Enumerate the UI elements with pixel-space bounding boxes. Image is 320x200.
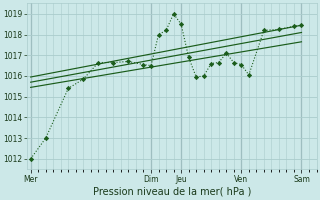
X-axis label: Pression niveau de la mer( hPa ): Pression niveau de la mer( hPa ) xyxy=(92,187,251,197)
